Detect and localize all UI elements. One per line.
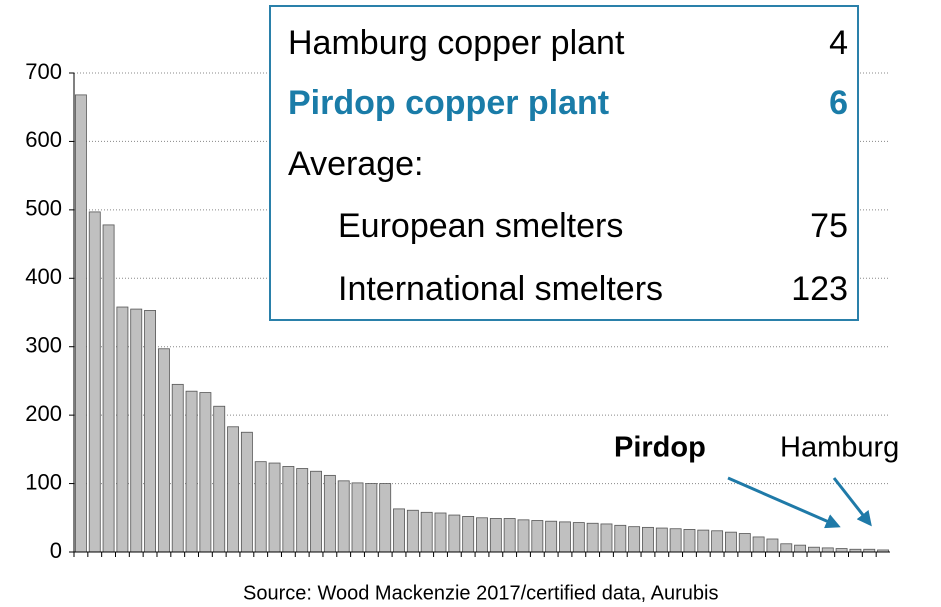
bar — [296, 468, 309, 553]
y-tick-label: 500 — [25, 196, 62, 221]
bar — [725, 531, 737, 553]
bar — [157, 348, 170, 553]
summary-box — [269, 5, 859, 321]
bar — [434, 512, 447, 553]
bar — [808, 546, 820, 553]
bar — [780, 543, 793, 553]
bar — [116, 306, 129, 553]
bar — [282, 466, 295, 553]
row-label: Average: — [288, 145, 423, 183]
bar — [406, 509, 419, 553]
bar — [655, 527, 668, 553]
plot-area: 0 100 200 300 400 500 600 700 — [25, 59, 890, 563]
bar — [572, 522, 585, 553]
bar — [323, 474, 336, 553]
row-label: European smelters — [338, 207, 623, 245]
arrow — [727, 476, 841, 529]
y-tick-label: 200 — [25, 401, 62, 426]
bar — [586, 522, 599, 553]
y-tick-label: 400 — [25, 264, 62, 289]
bar — [268, 462, 281, 553]
bar — [365, 483, 378, 553]
bar — [669, 528, 682, 553]
bar — [766, 538, 779, 553]
bar — [254, 461, 267, 553]
row-value: 123 — [791, 270, 848, 308]
row-label: Pirdop copper plant — [288, 84, 609, 122]
bar — [517, 519, 530, 553]
bar — [614, 524, 627, 553]
bar — [531, 520, 544, 553]
bar — [628, 526, 641, 553]
bar — [642, 526, 654, 553]
bar — [240, 431, 253, 553]
bar — [185, 390, 198, 553]
row-label: International smelters — [338, 270, 663, 308]
row-label: Hamburg copper plant — [288, 24, 625, 62]
row-value: 4 — [829, 24, 848, 62]
bar — [130, 308, 143, 553]
bar — [393, 508, 405, 553]
bar — [88, 211, 101, 553]
bar — [420, 511, 433, 553]
row-value: 6 — [829, 84, 848, 122]
y-tick-label: 600 — [25, 127, 62, 152]
bar — [351, 482, 364, 553]
bar — [835, 548, 848, 553]
annotation: Pirdop — [614, 432, 706, 464]
bar — [199, 392, 212, 553]
y-tick-label: 100 — [25, 469, 62, 494]
bar — [752, 536, 765, 553]
bar — [74, 94, 87, 553]
bar — [697, 529, 710, 553]
bar — [144, 310, 157, 553]
row-value: 75 — [810, 207, 848, 245]
bar — [102, 224, 115, 553]
annotation: Hamburg — [780, 432, 899, 464]
bar — [379, 483, 392, 553]
bar — [738, 533, 751, 553]
source: Source: Wood Mackenzie 2017/certified da… — [243, 582, 718, 604]
y-tick-label: 0 — [50, 538, 62, 563]
bar — [794, 544, 807, 553]
bar — [489, 518, 502, 553]
bar — [476, 517, 488, 553]
bar — [559, 521, 571, 553]
arrow — [832, 477, 872, 527]
bar — [448, 514, 461, 553]
y-tick-label: 700 — [25, 59, 62, 84]
bar — [462, 516, 475, 553]
bar — [711, 530, 724, 553]
bar — [821, 547, 834, 553]
bar — [683, 529, 696, 553]
bar — [503, 518, 516, 553]
bar — [337, 480, 350, 553]
bar — [213, 405, 226, 553]
bar — [227, 426, 239, 553]
bar — [310, 470, 322, 553]
bar — [545, 520, 558, 553]
bar — [171, 383, 184, 553]
bar — [600, 523, 613, 553]
y-tick-label: 300 — [25, 333, 62, 358]
